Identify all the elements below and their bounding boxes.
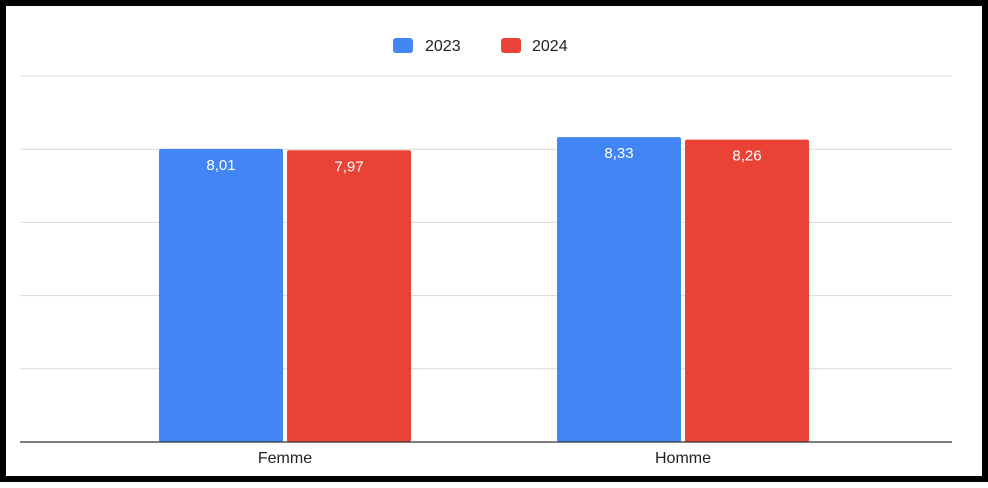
- bar-2024-homme: [685, 139, 809, 442]
- x-tick-label-femme: Femme: [258, 450, 312, 467]
- bar-2023-homme: [557, 137, 681, 442]
- legend-label-2024: 2024: [532, 38, 568, 55]
- x-tick-label-homme: Homme: [655, 450, 711, 467]
- legend-label-2023: 2023: [425, 38, 461, 55]
- bar-labels: 8,01 7,97 8,33 8,26: [206, 145, 761, 175]
- bar-2023-femme: [159, 148, 283, 443]
- bar-2024-femme: [287, 150, 411, 442]
- x-axis: Femme Homme: [20, 441, 952, 467]
- bar-label-2023-homme: 8,33: [604, 145, 633, 162]
- bar-label-2024-femme: 7,97: [334, 158, 363, 175]
- legend: 2023 2024: [393, 38, 568, 55]
- bars: [159, 137, 809, 443]
- legend-swatch-2024: [501, 38, 521, 53]
- legend-swatch-2023: [393, 38, 413, 53]
- bar-chart: 8,01 7,97 8,33 8,26 Femme Homme 2023 2024: [20, 38, 952, 467]
- bar-label-2024-homme: 8,26: [732, 148, 761, 165]
- bar-label-2023-femme: 8,01: [206, 157, 235, 174]
